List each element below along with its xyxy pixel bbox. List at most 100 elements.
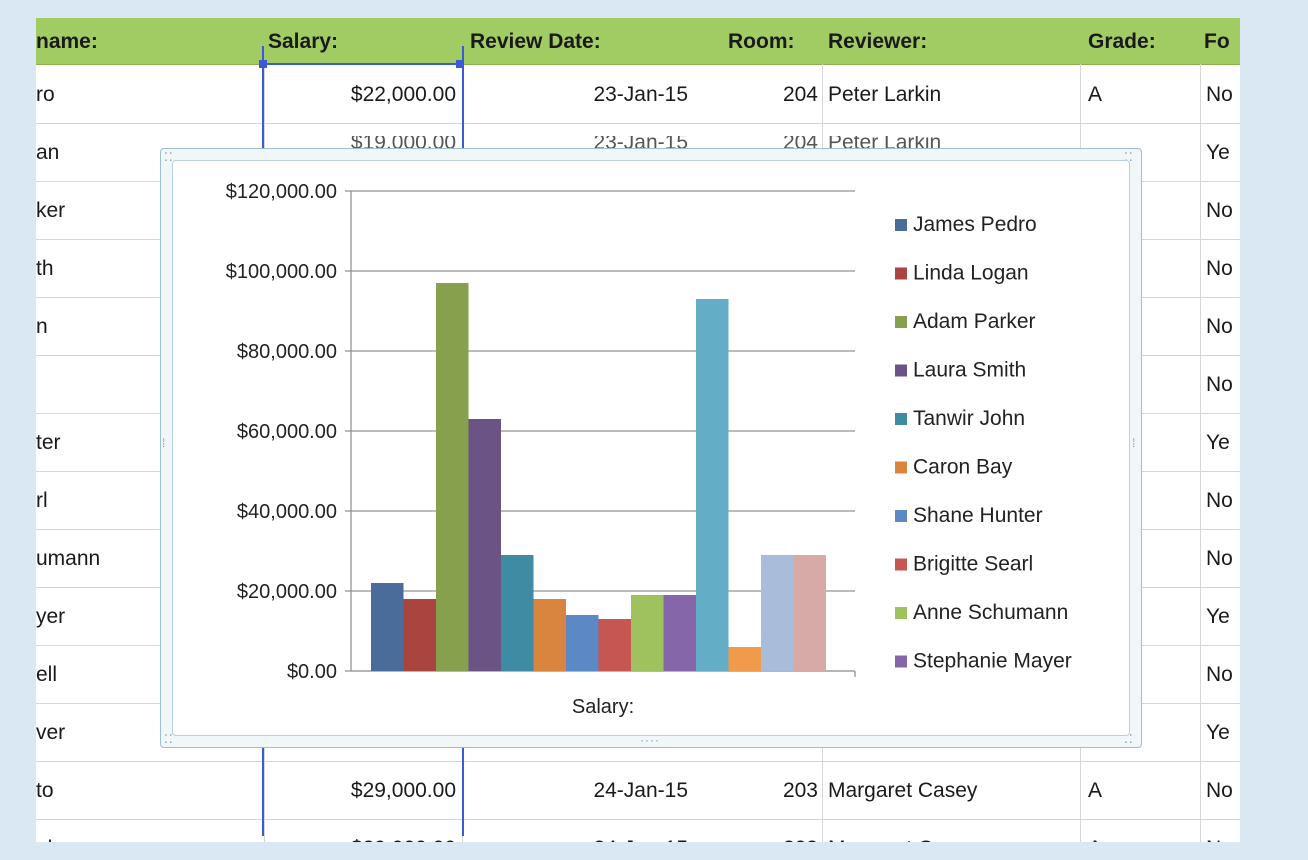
x-axis-label: Salary: (572, 696, 634, 718)
fo-cell[interactable]: No (1206, 83, 1233, 106)
legend-swatch (895, 510, 907, 522)
legend-item: Tanwir John (913, 407, 1025, 430)
resize-handle-bottom-right[interactable]: ⁚⁚ (1124, 732, 1134, 746)
review-date-cell[interactable]: 23-Jan-15 (593, 83, 688, 106)
name-cell[interactable]: ker (36, 199, 66, 222)
bar (631, 595, 664, 671)
name-cell[interactable]: n (36, 315, 48, 338)
name-cell[interactable]: ter (36, 431, 61, 454)
bar (566, 615, 599, 671)
grade-cell[interactable]: A (1088, 779, 1103, 802)
legend-swatch (895, 461, 907, 474)
resize-handle-top-left[interactable]: ⁚⁚ (164, 150, 174, 164)
name-cell[interactable]: an (36, 141, 60, 164)
resize-handle-left[interactable]: ⁞ (162, 436, 167, 450)
fo-cell[interactable]: No (1206, 489, 1233, 512)
salary-cell[interactable]: $29,000.00 (266, 819, 456, 842)
salary-cell[interactable]: $29,000.00 (350, 779, 456, 802)
resize-handle-right[interactable]: ⁞ (1132, 436, 1137, 450)
column-header-fo[interactable]: Fo (1204, 30, 1230, 53)
fo-cell[interactable]: No (1206, 663, 1233, 686)
resize-handle-bottom[interactable]: ···· (640, 733, 660, 747)
y-tick-label: $0.00 (287, 661, 337, 683)
bar (403, 599, 436, 671)
legend-swatch (895, 267, 907, 280)
bar (696, 299, 729, 671)
name-cell[interactable]: th (36, 257, 54, 280)
name-cell[interactable]: ver (36, 721, 66, 744)
legend-item: Shane Hunter (913, 504, 1043, 527)
bar (468, 419, 501, 671)
fo-cell[interactable]: No (1206, 819, 1240, 842)
legend-item: Anne Schumann (913, 601, 1068, 624)
name-cell[interactable]: rl (36, 489, 48, 512)
table-row: to $29,000.00 24-Jan-15 203 Margaret Casey A N… (36, 761, 1240, 820)
bar (598, 619, 631, 671)
name-cell[interactable]: yer (36, 605, 66, 628)
column-header-name[interactable]: name: (36, 30, 98, 53)
column-header-room[interactable]: Room: (728, 30, 795, 53)
grade-cell[interactable]: A (1088, 83, 1103, 106)
fo-cell[interactable]: No (1206, 257, 1233, 280)
y-tick-label: $80,000.00 (237, 341, 337, 363)
legend-item: Linda Logan (913, 262, 1029, 285)
y-tick-label: $40,000.00 (237, 501, 337, 523)
name-cell[interactable]: obs (36, 819, 258, 842)
reviewer-cell[interactable]: Margaret Casey (828, 819, 1068, 842)
column-header-grade[interactable]: Grade: (1088, 30, 1156, 53)
legend-swatch (895, 413, 907, 425)
legend-swatch (895, 316, 907, 328)
chart-area[interactable]: $0.00 $20,000.00 $40,000.00 $60,000.00 $80,0… (172, 160, 1130, 736)
name-cell[interactable]: to (36, 779, 54, 802)
fo-cell[interactable]: No (1206, 547, 1233, 570)
bar (728, 647, 761, 671)
reviewer-cell[interactable]: Peter Larkin (828, 136, 942, 150)
room-cell[interactable]: 204 (782, 136, 818, 150)
grade-cell[interactable]: A (1088, 819, 1188, 842)
y-tick-label: $120,000.00 (226, 181, 337, 203)
name-cell[interactable]: ro (36, 83, 55, 106)
selection-top-edge (262, 63, 462, 65)
salary-cell[interactable]: $22,000.00 (350, 83, 456, 106)
review-date-cell[interactable]: 24-Jan-15 (466, 819, 688, 842)
legend-item: Brigitte Searl (913, 553, 1033, 576)
column-header-review-date[interactable]: Review Date: (470, 30, 601, 53)
selection-handle[interactable] (456, 60, 464, 68)
review-date-cell[interactable]: 23-Jan-15 (593, 136, 688, 150)
resize-handle-top-right[interactable]: ⁚⁚ (1124, 150, 1134, 164)
fo-cell[interactable]: No (1206, 373, 1233, 396)
legend-swatch (895, 364, 907, 377)
fo-cell[interactable]: Ye (1206, 605, 1230, 628)
bar (501, 555, 534, 671)
review-date-cell[interactable]: 24-Jan-15 (593, 779, 688, 802)
legend-item: Adam Parker (913, 310, 1036, 333)
fo-cell[interactable]: Ye (1206, 431, 1230, 454)
selection-handle[interactable] (259, 60, 267, 68)
bar (663, 595, 696, 671)
column-header-salary[interactable]: Salary: (268, 30, 339, 53)
salary-cell[interactable]: $19,000.00 (350, 136, 456, 150)
room-cell[interactable]: 203 (782, 779, 818, 802)
name-cell[interactable]: ell (36, 663, 58, 686)
bar (533, 599, 566, 671)
bar (436, 283, 469, 671)
fo-cell[interactable]: Ye (1206, 721, 1230, 744)
name-cell[interactable]: umann (36, 547, 101, 570)
column-header-reviewer[interactable]: Reviewer: (828, 30, 928, 53)
resize-handle-bottom-left[interactable]: ⁚⁚ (164, 732, 174, 746)
partial-row-under-chart: $19,000.00 23-Jan-15 204 Peter Larkin (36, 136, 1240, 150)
room-cell[interactable]: 203 (696, 819, 818, 842)
legend-item: Caron Bay (913, 456, 1013, 479)
y-tick-label: $100,000.00 (226, 261, 337, 283)
fo-cell[interactable]: Ye (1206, 141, 1230, 164)
room-cell[interactable]: 204 (782, 83, 818, 106)
reviewer-cell[interactable]: Margaret Casey (828, 779, 978, 802)
legend-swatch (895, 607, 907, 619)
fo-cell[interactable]: No (1206, 315, 1233, 338)
fo-cell[interactable]: No (1206, 199, 1233, 222)
reviewer-cell[interactable]: Peter Larkin (828, 83, 942, 106)
y-tick-label: $60,000.00 (237, 421, 337, 443)
bar (371, 583, 404, 671)
fo-cell[interactable]: No (1206, 779, 1233, 802)
legend-swatch (895, 219, 907, 231)
